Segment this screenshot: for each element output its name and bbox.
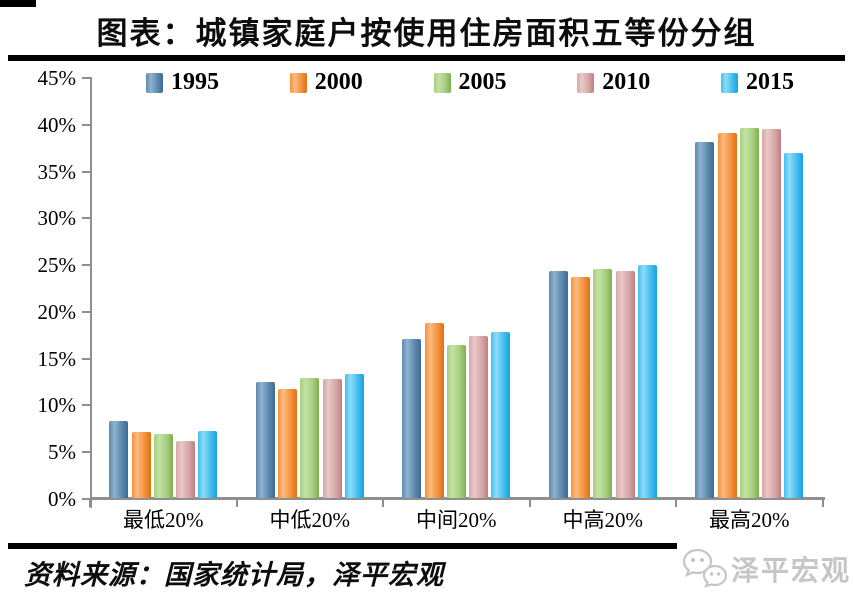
bar-2015-category-2 xyxy=(344,373,364,498)
x-axis-tick xyxy=(235,499,238,507)
bar-1995-category-1 xyxy=(109,421,129,498)
legend-swatch-2010 xyxy=(577,72,595,93)
y-axis-tick-label: 0% xyxy=(48,487,76,511)
y-axis-tick xyxy=(82,404,90,407)
bar-1995-category-2 xyxy=(255,381,275,498)
legend-swatch-2015 xyxy=(721,72,738,93)
bar-2000-category-5 xyxy=(717,133,737,498)
bar-2005-category-1 xyxy=(153,434,173,498)
x-axis-tick xyxy=(89,499,91,507)
legend-item-1995: 1995 xyxy=(146,69,219,96)
y-axis-tick xyxy=(82,498,90,500)
legend-label-2000: 2000 xyxy=(314,69,363,95)
watermark: 泽平宏观 xyxy=(676,543,851,595)
y-axis-tick xyxy=(82,123,90,126)
x-axis-category-label: 中高20% xyxy=(562,508,644,532)
legend-label-2010: 2010 xyxy=(602,69,651,95)
y-axis-tick xyxy=(82,310,90,313)
y-axis-tick-label: 10% xyxy=(37,393,77,418)
bar-1995-category-3 xyxy=(402,338,422,498)
y-axis-tick xyxy=(82,77,90,79)
bar-2010-category-2 xyxy=(322,379,342,498)
legend-item-2015: 2015 xyxy=(721,69,794,96)
watermark-label: 泽平宏观 xyxy=(730,556,851,587)
bar-1995-category-4 xyxy=(548,270,568,498)
y-axis-tick-label: 25% xyxy=(37,253,77,278)
y-axis-tick-label: 5% xyxy=(48,440,76,465)
y-axis-tick xyxy=(82,357,90,360)
y-axis-tick-label: 30% xyxy=(37,206,77,231)
bar-2010-category-4 xyxy=(615,270,635,498)
x-axis-tick xyxy=(528,499,531,507)
bar-1995-category-5 xyxy=(695,142,715,498)
y-axis-tick-label: 15% xyxy=(37,346,77,371)
bar-2005-category-5 xyxy=(739,128,759,498)
bar-2015-category-5 xyxy=(784,152,804,498)
footer-divider-rule xyxy=(8,543,845,549)
y-axis-tick xyxy=(82,264,90,267)
legend-item-2010: 2010 xyxy=(577,69,650,96)
bar-2010-category-1 xyxy=(176,440,195,498)
legend-swatch-2005 xyxy=(433,72,451,93)
y-axis-line xyxy=(90,77,92,508)
bar-2005-category-4 xyxy=(593,268,613,498)
bar-2000-category-2 xyxy=(278,389,297,498)
y-axis-tick xyxy=(82,217,90,220)
bar-2015-category-4 xyxy=(637,265,657,498)
y-axis-tick xyxy=(82,451,90,454)
title-divider-rule xyxy=(8,55,845,61)
legend-label-2005: 2005 xyxy=(458,69,507,95)
source-note: 资料来源：国家统计局，泽平宏观 xyxy=(24,560,444,590)
legend-item-2005: 2005 xyxy=(433,69,507,96)
wechat-chat-bubbles-icon xyxy=(681,547,729,591)
y-axis-tick-label: 20% xyxy=(37,299,77,324)
x-axis-category-label: 最低20% xyxy=(123,508,204,532)
bar-2015-category-1 xyxy=(198,430,218,498)
chart-legend: 1995 2000 2005 2010 2015 xyxy=(146,69,794,96)
x-axis-category-label: 最高20% xyxy=(709,508,790,532)
legend-swatch-2000 xyxy=(289,72,307,93)
bar-2005-category-3 xyxy=(446,344,466,498)
legend-swatch-1995 xyxy=(146,72,163,93)
bar-2015-category-3 xyxy=(491,332,511,498)
legend-label-2015: 2015 xyxy=(746,69,794,95)
bar-2010-category-5 xyxy=(762,129,781,498)
bar-2000-category-4 xyxy=(571,277,590,498)
chart-title: 图表：城镇家庭户按使用住房面积五等份分组 xyxy=(96,16,757,51)
y-axis-tick-label: 45% xyxy=(37,66,77,90)
top-left-mark xyxy=(0,0,36,7)
x-axis-line xyxy=(90,497,825,500)
x-axis-tick xyxy=(675,499,677,507)
legend-label-1995: 1995 xyxy=(171,69,219,95)
bar-2005-category-2 xyxy=(300,378,320,498)
bar-2010-category-3 xyxy=(469,336,488,498)
x-axis-tick xyxy=(382,499,384,507)
bar-2000-category-3 xyxy=(424,323,444,498)
legend-item-2000: 2000 xyxy=(289,69,363,96)
x-axis-category-label: 中间20% xyxy=(416,508,497,532)
y-axis-tick-label: 35% xyxy=(37,159,77,184)
y-axis-tick xyxy=(82,170,90,173)
y-axis-tick-label: 40% xyxy=(37,112,77,137)
bar-2000-category-1 xyxy=(131,431,151,498)
x-axis-category-label: 中低20% xyxy=(269,508,351,532)
x-axis-tick xyxy=(821,499,824,507)
